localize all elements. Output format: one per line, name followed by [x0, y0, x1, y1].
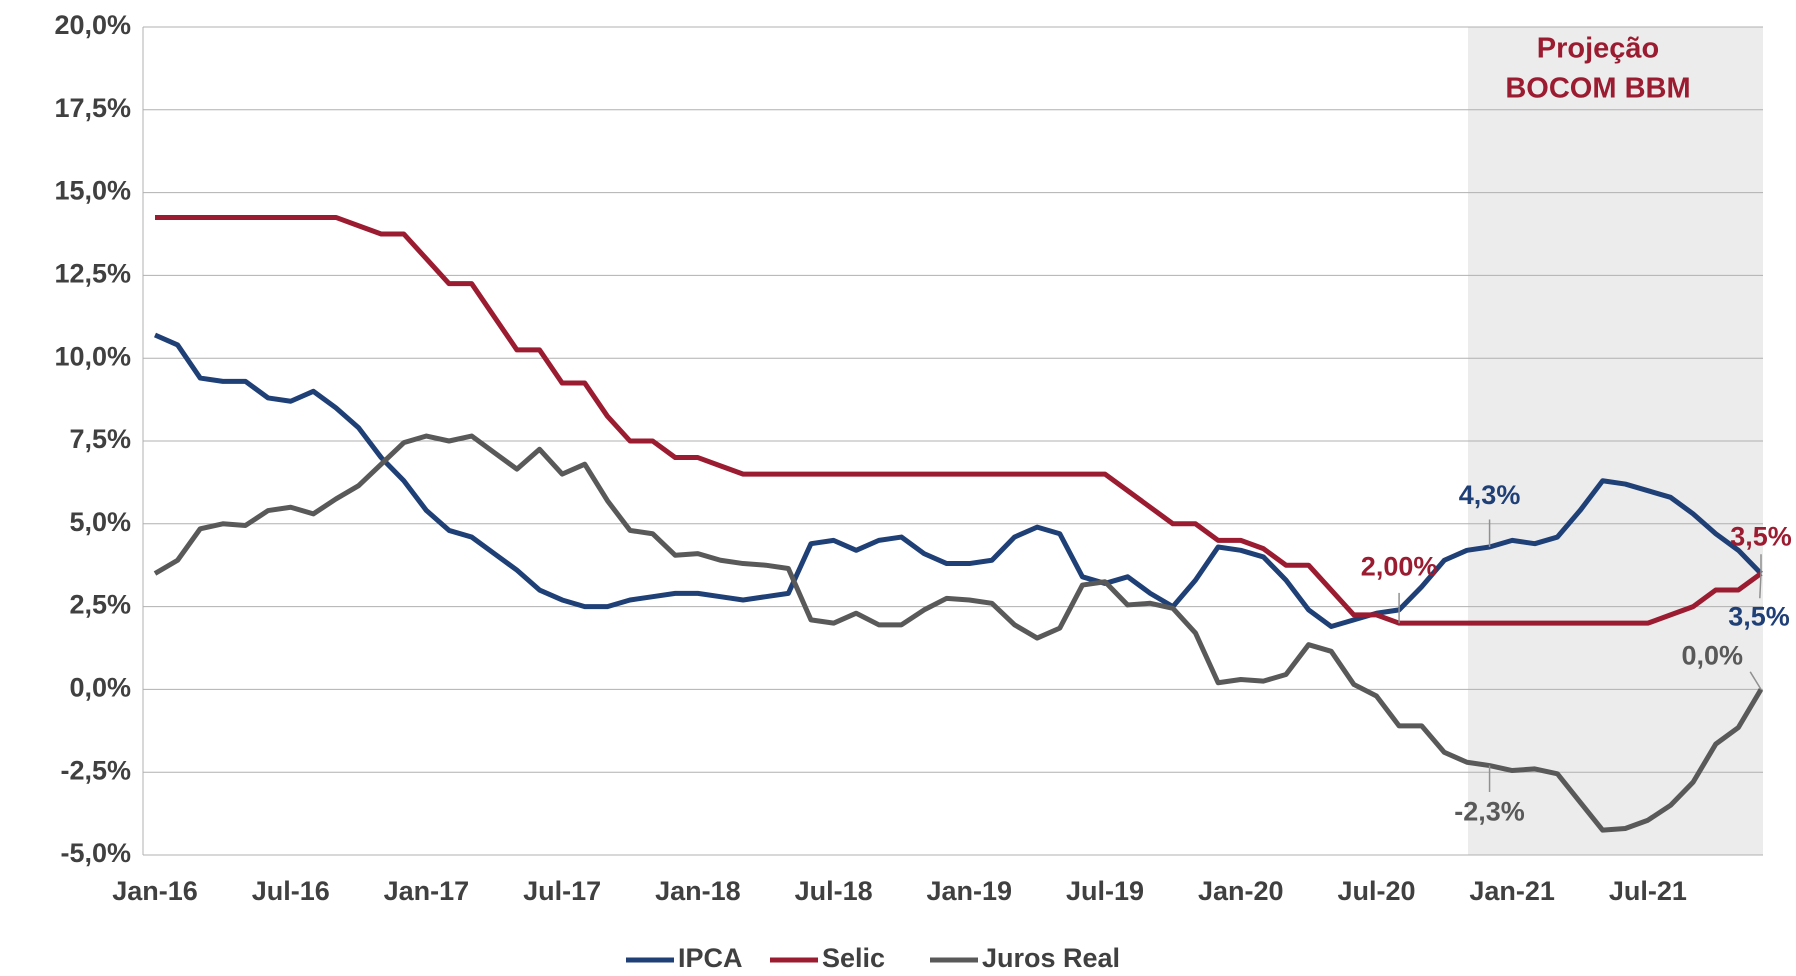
y-tick-label: 20,0%	[54, 10, 131, 40]
value-label: -2,3%	[1454, 797, 1525, 827]
y-tick-label: 12,5%	[54, 259, 131, 289]
x-tick-label: Jan-18	[655, 876, 741, 906]
x-tick-label: Jan-17	[384, 876, 470, 906]
x-tick-label: Jul-16	[252, 876, 330, 906]
value-label: 4,3%	[1459, 480, 1521, 510]
x-tick-label: Jul-20	[1337, 876, 1415, 906]
y-tick-label: 17,5%	[54, 93, 131, 123]
annotation: BOCOM BBM	[1505, 73, 1690, 105]
x-tick-label: Jul-21	[1609, 876, 1687, 906]
y-tick-label: 5,0%	[69, 507, 131, 537]
annotation: Projeção	[1537, 33, 1660, 65]
y-tick-label: 0,0%	[69, 673, 131, 703]
y-tick-label: -5,0%	[60, 838, 131, 868]
value-label: 2,00%	[1361, 551, 1438, 581]
series-line	[153, 433, 1764, 833]
x-tick-label: Jan-20	[1198, 876, 1284, 906]
y-tick-label: 10,0%	[54, 341, 131, 371]
series-line	[155, 214, 1763, 626]
legend-label: Selic	[822, 943, 885, 973]
x-tick-label: Jan-16	[112, 876, 198, 906]
value-label: 3,5%	[1728, 602, 1790, 632]
x-tick-label: Jul-18	[795, 876, 873, 906]
y-tick-label: 15,0%	[54, 176, 131, 206]
y-tick-label: 7,5%	[69, 424, 131, 454]
value-label: 0,0%	[1681, 641, 1743, 671]
legend-label: IPCA	[678, 943, 743, 973]
leader-line	[1759, 573, 1762, 599]
value-label: 3,5%	[1730, 522, 1792, 552]
leader-line	[1749, 671, 1762, 690]
y-tick-label: -2,5%	[60, 755, 131, 785]
x-tick-label: Jan-21	[1469, 876, 1555, 906]
x-tick-label: Jul-19	[1066, 876, 1144, 906]
x-tick-label: Jul-17	[523, 876, 601, 906]
legend-label: Juros Real	[982, 943, 1120, 973]
x-tick-label: Jan-19	[927, 876, 1013, 906]
y-tick-label: 2,5%	[69, 590, 131, 620]
series-line	[153, 332, 1763, 629]
